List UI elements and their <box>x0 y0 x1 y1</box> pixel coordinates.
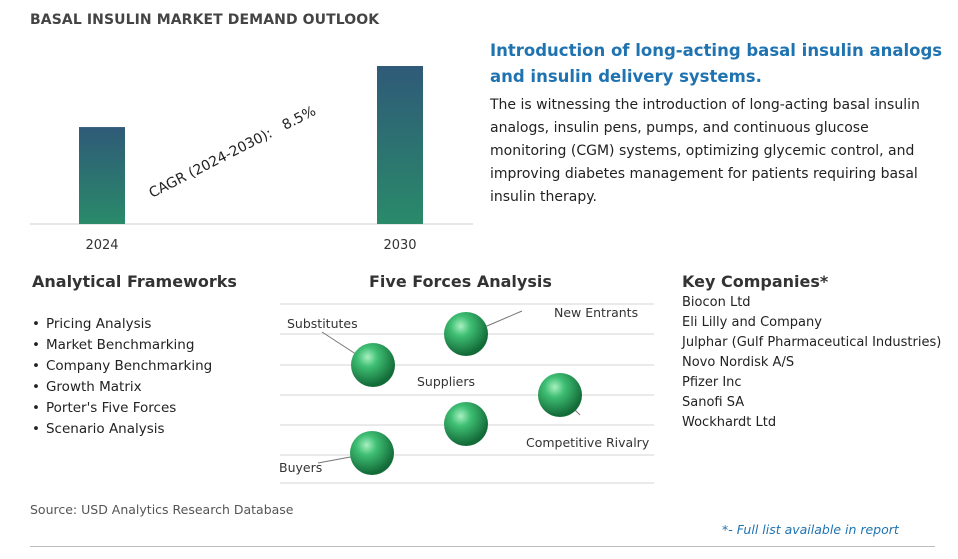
competitive-rivalry-label: Competitive Rivalry <box>526 435 650 450</box>
intro-body: The is witnessing the introduction of lo… <box>490 97 920 205</box>
intro-heading: Introduction of long-acting basal insuli… <box>490 41 943 86</box>
bar-chart: 2024 2030 CAGR (2024-2030): 8.5% <box>30 66 473 253</box>
competitive-rivalry-sphere <box>538 373 582 417</box>
page-title: BASAL INSULIN MARKET DEMAND OUTLOOK <box>30 12 380 28</box>
list-item: Novo Nordisk A/S <box>682 355 795 370</box>
list-item: Eli Lilly and Company <box>682 315 822 330</box>
list-item: Pricing Analysis <box>32 314 212 335</box>
list-item: Wockhardt Ltd <box>682 415 777 430</box>
list-item: Scenario Analysis <box>32 419 212 440</box>
bar-2030 <box>377 66 423 224</box>
bottom-divider <box>30 546 935 547</box>
new-entrants-label: New Entrants <box>554 305 638 320</box>
x-tick-label: 2024 <box>85 238 118 253</box>
suppliers-label: Suppliers <box>417 374 475 389</box>
bar-2024 <box>79 127 125 224</box>
x-tick-label: 2030 <box>383 238 416 253</box>
source-note: Source: USD Analytics Research Database <box>30 502 294 517</box>
cagr-annotation: CAGR (2024-2030): 8.5% <box>147 103 319 201</box>
footnote: *- Full list available in report <box>722 522 899 537</box>
list-item: Porter's Five Forces <box>32 398 212 419</box>
companies-heading: Key Companies* <box>682 272 829 291</box>
suppliers-sphere <box>444 402 488 446</box>
substitutes-label: Substitutes <box>287 316 358 331</box>
five-forces-heading: Five Forces Analysis <box>369 272 552 291</box>
frameworks-list: Pricing Analysis Market Benchmarking Com… <box>32 314 212 440</box>
companies-list: Biocon Ltd Eli Lilly and Company Julphar… <box>682 293 941 433</box>
five-forces-diagram: Substitutes New Entrants Suppliers Compe… <box>279 303 654 484</box>
list-item: Biocon Ltd <box>682 295 751 310</box>
substitutes-sphere <box>351 343 395 387</box>
list-item: Sanofi SA <box>682 395 745 410</box>
list-item: Company Benchmarking <box>32 356 212 377</box>
buyers-label: Buyers <box>279 460 322 475</box>
buyers-sphere <box>350 431 394 475</box>
list-item: Pfizer Inc <box>682 375 742 390</box>
new-entrants-sphere <box>444 312 488 356</box>
list-item: Growth Matrix <box>32 377 212 398</box>
list-item: Market Benchmarking <box>32 335 212 356</box>
list-item: Julphar (Gulf Pharmaceutical Industries) <box>682 335 942 350</box>
frameworks-heading: Analytical Frameworks <box>32 272 237 291</box>
